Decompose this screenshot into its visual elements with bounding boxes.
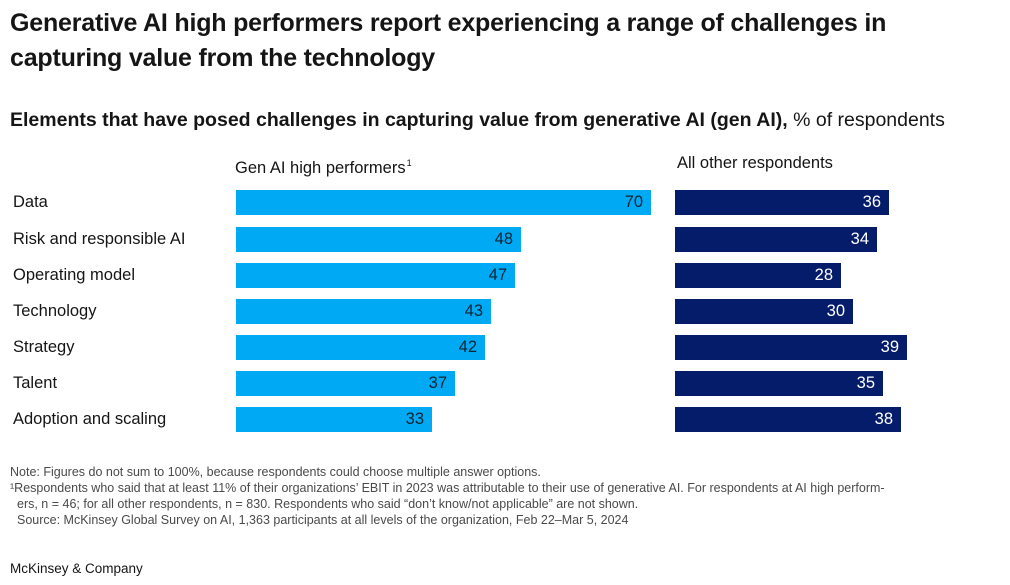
note-text: Note: Figures do not sum to 100%, becaus…: [10, 465, 541, 479]
bar-high-performers-technology: [236, 299, 491, 324]
bar-other-respondents-risk-and-responsible-ai: [675, 227, 877, 252]
value-label-other-respondents-data: 36: [862, 193, 881, 211]
column-header-high-performers-label: Gen AI high performers: [235, 159, 406, 177]
category-label-talent: Talent: [13, 374, 58, 392]
bar-other-respondents-talent: [675, 371, 883, 396]
bar-high-performers-operating-model: [236, 263, 515, 288]
bar-high-performers-strategy: [236, 335, 485, 360]
source-text: Source: McKinsey Global Survey on AI, 1,…: [17, 513, 629, 527]
bar-other-respondents-operating-model: [675, 263, 841, 288]
subtitle-unit: % of respondents: [787, 109, 945, 131]
value-label-other-respondents-adoption-and-scaling: 38: [874, 410, 893, 428]
brand-logo-text: McKinsey & Company: [10, 561, 143, 576]
value-label-high-performers-data: 70: [624, 193, 643, 211]
value-label-other-respondents-talent: 35: [856, 374, 875, 392]
category-label-adoption-and-scaling: Adoption and scaling: [13, 410, 167, 428]
bar-other-respondents-adoption-and-scaling: [675, 407, 901, 432]
value-label-high-performers-strategy: 42: [458, 338, 477, 356]
bar-high-performers-data: [236, 190, 651, 215]
category-label-operating-model: Operating model: [13, 266, 135, 284]
value-label-high-performers-technology: 43: [464, 302, 483, 320]
value-label-other-respondents-risk-and-responsible-ai: 34: [850, 230, 869, 248]
column-header-other-respondents: All other respondents: [677, 154, 833, 172]
bar-high-performers-talent: [236, 371, 455, 396]
category-label-strategy: Strategy: [13, 338, 75, 356]
bar-other-respondents-strategy: [675, 335, 907, 360]
bar-high-performers-adoption-and-scaling: [236, 407, 432, 432]
category-label-data: Data: [13, 193, 48, 211]
subtitle-bold: Elements that have posed challenges in c…: [10, 109, 788, 131]
bar-other-respondents-data: [675, 190, 889, 215]
footnote-text-line1: ¹Respondents who said that at least 11% …: [10, 481, 885, 495]
footnote-text-line2: ers, n = 46; for all other respondents, …: [17, 497, 639, 511]
category-label-risk-and-responsible-ai: Risk and responsible AI: [13, 230, 186, 248]
notes-block: Note: Figures do not sum to 100%, becaus…: [10, 464, 1000, 528]
value-label-high-performers-risk-and-responsible-ai: 48: [494, 230, 513, 248]
chart-title: Generative AI high performers report exp…: [10, 9, 887, 72]
bar-high-performers-risk-and-responsible-ai: [236, 227, 521, 252]
value-label-other-respondents-technology: 30: [826, 302, 845, 320]
value-label-other-respondents-strategy: 39: [880, 338, 899, 356]
category-label-technology: Technology: [13, 302, 97, 320]
value-label-high-performers-operating-model: 47: [488, 266, 507, 284]
value-label-high-performers-talent: 37: [428, 374, 447, 392]
value-label-high-performers-adoption-and-scaling: 33: [405, 410, 424, 428]
column-header-high-performers: Gen AI high performers1: [235, 152, 412, 179]
bar-other-respondents-technology: [675, 299, 853, 324]
value-label-other-respondents-operating-model: 28: [814, 266, 833, 284]
footnote-marker: 1: [406, 158, 412, 168]
chart-subtitle: Elements that have posed challenges in c…: [10, 107, 1005, 133]
